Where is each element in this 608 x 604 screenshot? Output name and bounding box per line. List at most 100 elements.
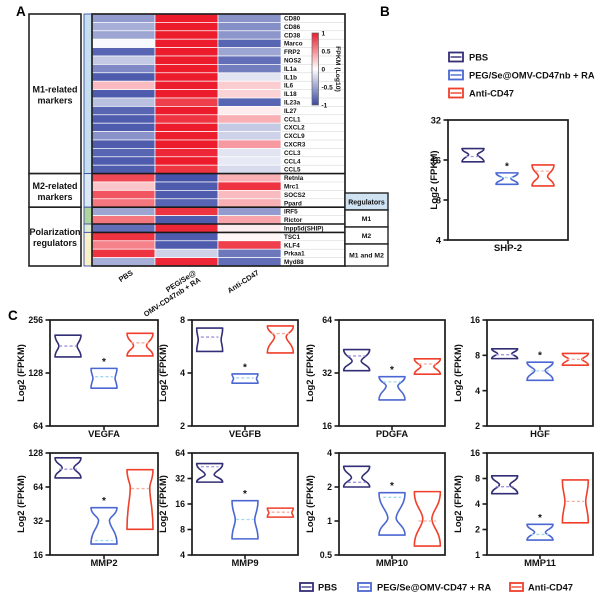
heatmap-cell — [91, 122, 156, 132]
group-label-line: M1-related — [32, 84, 77, 94]
y-tick-label: 2 — [180, 421, 185, 431]
y-tick-label: 4 — [436, 235, 442, 245]
x-axis-title: VEGFB — [229, 428, 262, 439]
heatmap-cell — [91, 181, 156, 191]
gene-label: CXCL2 — [284, 125, 305, 132]
y-tick-label: 4 — [327, 448, 332, 458]
gene-label: NOS2 — [284, 58, 302, 65]
heatmap-cell — [91, 173, 156, 183]
y-axis-title: Log2 (FPKM) — [452, 475, 463, 533]
y-tick-label: 8 — [475, 474, 480, 484]
legend-b-label: PBS — [469, 52, 488, 62]
gene-label: CD38 — [284, 32, 301, 39]
violin-MMP10-peg — [378, 491, 406, 536]
heatmap-cell — [154, 122, 219, 132]
heatmap-column-label: PBS — [117, 268, 135, 284]
violin-MMP10-pbs — [342, 465, 371, 488]
y-tick-label: 1 — [475, 550, 480, 560]
heatmap-cell — [217, 215, 282, 225]
heatmap-cell — [217, 38, 282, 48]
gene-label: Prkaa1 — [284, 251, 305, 258]
significance-asterisk: * — [102, 496, 106, 507]
legend-b-label: PEG/Se@OMV-CD47nb + RA — [469, 70, 595, 80]
heatmap-column-label: Anti-CD47 — [226, 268, 261, 295]
heatmap-cell — [91, 47, 156, 57]
heatmap-cell — [217, 131, 282, 141]
y-tick-label: 4 — [475, 499, 480, 509]
group-box — [28, 13, 82, 175]
gene-label: KLF4 — [284, 242, 300, 249]
heatmap-cell — [217, 164, 282, 174]
heatmap-cell — [217, 181, 282, 191]
significance-asterisk: * — [538, 351, 542, 362]
panel-b-label: B — [380, 4, 390, 19]
heatmap-cell — [217, 106, 282, 116]
heatmap-cell — [217, 232, 282, 242]
y-axis-title: Log2 (FPKM) — [429, 150, 440, 209]
y-tick-label: 2 — [327, 482, 332, 492]
heatmap-cell — [91, 240, 156, 250]
violin-MMP9-peg — [231, 499, 259, 540]
legend-b-label: Anti-CD47 — [469, 88, 514, 98]
violin-VEGFA-pbs — [54, 334, 82, 358]
legend-bottom-label: PBS — [318, 582, 337, 592]
heatmap-cell — [91, 97, 156, 107]
violin-MMP11-anti — [561, 479, 590, 524]
gene-label: CCL3 — [284, 150, 301, 157]
heatmap-column-label: PEG/Se@OMV-CD47nb + RA — [137, 268, 202, 319]
violin-HGF-peg — [526, 361, 554, 382]
gene-label: Marco — [284, 41, 303, 48]
gene-label: CXCR3 — [284, 142, 306, 149]
heatmap-cell — [91, 198, 156, 208]
heatmap-cell — [154, 22, 219, 32]
group-label-line: markers — [37, 95, 72, 105]
gene-label: IL1b — [284, 74, 297, 81]
violin-SHP-2-pbs — [461, 147, 485, 163]
heatmap-cell — [217, 55, 282, 65]
y-tick-label: 256 — [28, 315, 43, 325]
violin-HGF-anti — [561, 352, 590, 366]
panel-c-label: C — [8, 308, 18, 323]
gene-label: CD86 — [284, 24, 301, 31]
x-axis-title: MMP9 — [231, 557, 258, 568]
heatmap-cell — [154, 106, 219, 116]
heatmap-cell — [91, 30, 156, 40]
heatmap-cell — [91, 80, 156, 90]
heatmap-cell — [91, 13, 156, 23]
heatmap-cell — [217, 190, 282, 200]
x-axis-title: VEGFA — [88, 428, 120, 439]
x-axis-title: MMP2 — [90, 557, 117, 568]
group-box — [28, 206, 82, 267]
y-axis-title: Log2 (FPKM) — [304, 344, 315, 402]
heatmap-cell — [91, 139, 156, 149]
heatmap-cell — [91, 223, 156, 233]
heatmap-cell — [217, 72, 282, 82]
y-tick-label: 16 — [470, 448, 480, 458]
heatmap-cell — [91, 22, 156, 32]
gene-label: IL6 — [284, 83, 294, 90]
significance-asterisk: * — [390, 365, 394, 376]
heatmap-cell — [154, 232, 219, 242]
panel-a-label: A — [16, 4, 26, 19]
x-axis-title: MMP10 — [376, 557, 408, 568]
y-tick-label: 64 — [33, 482, 43, 492]
heatmap-cell — [217, 257, 282, 267]
y-tick-label: 4 — [180, 368, 185, 378]
gene-label: IL1a — [284, 66, 297, 73]
heatmap-cell — [91, 190, 156, 200]
y-axis-title: Log2 (FPKM) — [304, 475, 315, 533]
y-tick-label: 32 — [175, 474, 185, 484]
group-label-line: markers — [37, 192, 72, 202]
colorbar-tick-label: 1 — [322, 30, 326, 37]
heatmap-cell — [217, 223, 282, 233]
heatmap-cell — [91, 215, 156, 225]
heatmap-cell — [91, 156, 156, 166]
gene-label: Inpp5d(SHIP) — [284, 226, 324, 233]
violin-MMP2-peg — [90, 506, 118, 545]
violin-SHP-2-anti — [531, 164, 555, 187]
y-tick-label: 16 — [33, 550, 43, 560]
colorbar-tick-label: -0.5 — [322, 84, 334, 91]
significance-asterisk: * — [390, 481, 394, 492]
heatmap-cell — [154, 64, 219, 74]
